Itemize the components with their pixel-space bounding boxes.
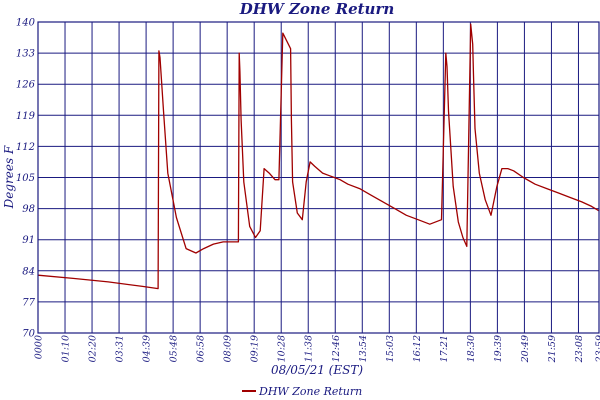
x-tick-label: 01:10 bbox=[61, 335, 72, 362]
x-tick-label: 05:48 bbox=[169, 335, 180, 362]
y-tick-label: 126 bbox=[16, 80, 36, 91]
x-tick-label: 06:58 bbox=[196, 335, 207, 362]
x-tick-label: 15:03 bbox=[385, 335, 396, 362]
x-tick-label: 10:28 bbox=[277, 335, 288, 362]
x-tick-label: 21:59 bbox=[547, 335, 558, 363]
y-tick-label: 140 bbox=[16, 18, 36, 29]
x-tick-label: 16:12 bbox=[412, 335, 423, 362]
y-tick-label: 77 bbox=[22, 297, 35, 308]
x-tick-label: 20:49 bbox=[520, 335, 531, 363]
legend: DHW Zone Return bbox=[242, 385, 362, 398]
x-tick-label: 11:38 bbox=[304, 335, 315, 362]
plot-border bbox=[37, 21, 600, 334]
x-tick-label: 17:21 bbox=[439, 335, 450, 362]
y-tick-label: 98 bbox=[22, 204, 35, 215]
x-tick-label: 04:39 bbox=[142, 335, 153, 362]
x-axis-title: 08/05/21 (EST) bbox=[271, 363, 363, 377]
x-axis-ticks: 0000 01:10 02:20 03:31 04:39 05:48 06:58 08:09 0… bbox=[34, 335, 600, 363]
chart-title: DHW Zone Return bbox=[239, 0, 395, 18]
x-tick-label: 23:59 bbox=[595, 335, 600, 363]
y-tick-label: 105 bbox=[16, 173, 35, 184]
y-tick-label: 112 bbox=[16, 142, 35, 153]
y-axis-ticks: 70 77 84 91 98 105 112 119 126 133 140 bbox=[16, 18, 36, 340]
x-tick-label: 23:08 bbox=[574, 335, 585, 363]
x-tick-label: 03:31 bbox=[115, 335, 126, 362]
y-tick-label: 133 bbox=[16, 49, 35, 60]
x-tick-label: 0000 bbox=[34, 335, 45, 359]
y-tick-label: 70 bbox=[22, 329, 35, 340]
x-tick-label: 12:46 bbox=[331, 335, 342, 362]
x-tick-label: 02:20 bbox=[88, 335, 99, 362]
x-tick-label: 19:39 bbox=[493, 335, 504, 362]
y-tick-label: 119 bbox=[16, 111, 36, 122]
plot-frame bbox=[37, 21, 600, 334]
x-tick-label: 18:30 bbox=[466, 335, 477, 362]
y-axis-title: Degrees F bbox=[2, 145, 16, 209]
series-group bbox=[37, 23, 600, 290]
y-tick-label: 91 bbox=[22, 235, 35, 246]
legend-label: DHW Zone Return bbox=[258, 385, 362, 398]
x-tick-label: 13:54 bbox=[358, 335, 369, 362]
series-line-0 bbox=[37, 23, 600, 290]
y-tick-label: 84 bbox=[22, 266, 35, 277]
x-tick-label: 09:19 bbox=[250, 335, 261, 362]
x-tick-label: 08:09 bbox=[223, 335, 234, 362]
